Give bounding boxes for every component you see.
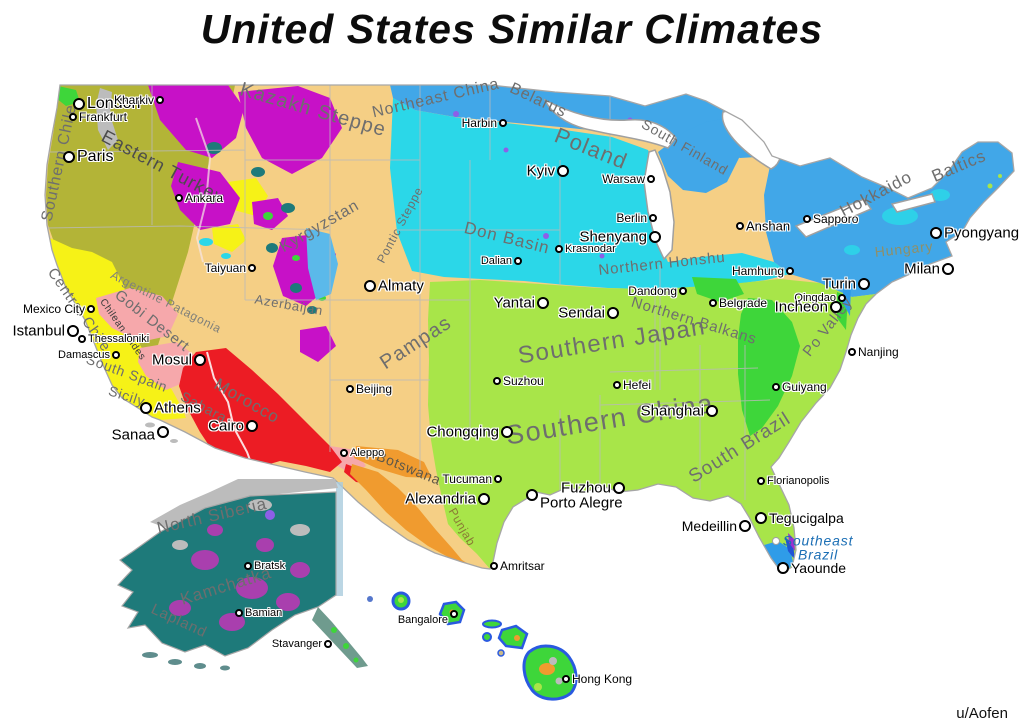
alaska-mainland (116, 491, 337, 657)
zone-punjab (350, 464, 470, 565)
zone-southern-china (428, 279, 876, 573)
lake-erie (794, 198, 873, 238)
hawaii-inset (367, 591, 578, 701)
zone-south-finland (658, 118, 742, 193)
alaska-panhandle (312, 607, 368, 668)
lake-ontario (890, 193, 936, 213)
zone-botswana (354, 446, 432, 478)
credit-attribution: u/Aofen (956, 705, 1008, 722)
page-title: United States Similar Climates (200, 6, 824, 52)
lake-superior (543, 98, 677, 149)
zone-sahara (179, 348, 342, 472)
alaska-inset (116, 479, 368, 671)
